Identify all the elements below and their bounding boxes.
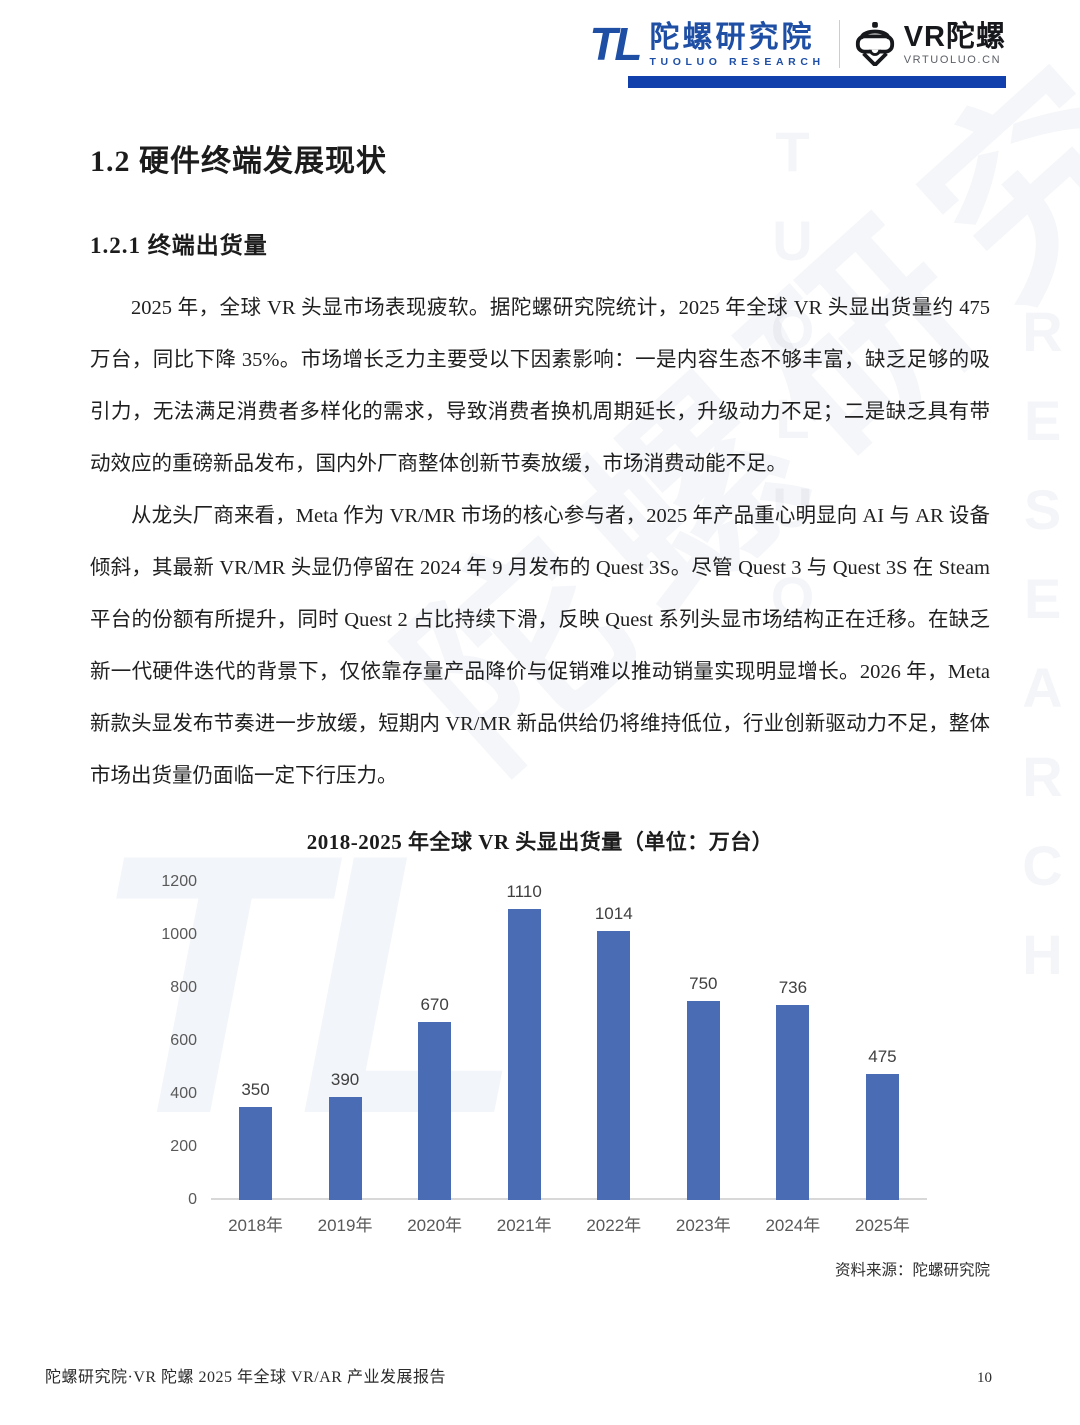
x-axis-label: 2023年 [675,1216,731,1235]
y-axis-tick-label: 1000 [161,926,197,943]
y-axis-tick-label: 0 [188,1191,197,1208]
chart-plot: 350 2018年 390 2019年 670 2020年 1110 2021年 1014 202… [211,882,927,1235]
chart-bar [418,1022,452,1200]
chart-y-axis: 0 200 400 600 800 1000 1200 [157,873,197,1208]
chart-column: 1014 2022年 [569,882,658,1235]
chart-bar [328,1096,362,1200]
bar-value-label: 475 [868,1047,897,1067]
vr-tuoluo-name: VR陀螺 [903,21,1006,54]
bar-chart: 0 200 400 600 800 1000 1200 350 2018年 390 2019年 67… [157,873,937,1235]
bar-value-label: 390 [330,1069,360,1089]
subsection-heading: 1.2.1 终端出货量 [90,233,268,258]
tuoluo-research-name: 陀螺研究院 [649,20,815,54]
y-axis-tick-label: 200 [170,1138,197,1155]
vr-tuoluo-name-block: VR陀螺 VRTUOLUO.CN [903,21,1006,66]
logo-row: TL 陀螺研究院 TUOLUO RESEARCH [0,12,1080,76]
section-heading: 1.2 硬件终端发展现状 [90,145,387,178]
footer-report-title: 陀螺研究院·VR 陀螺 2025 年全球 VR/AR 产业发展报告 [45,1369,446,1386]
page-footer: 陀螺研究院·VR 陀螺 2025 年全球 VR/AR 产业发展报告 10 [0,1363,1080,1387]
y-axis-tick-label: 600 [170,1032,197,1049]
bar-value-label: 1110 [506,882,542,901]
logo-divider [838,20,840,68]
chart-bar [507,909,541,1200]
bar-value-label: 350 [241,1080,270,1100]
bar-value-label: 670 [420,995,449,1015]
tl-logo-icon: TL [589,18,642,70]
chart-column: 350 2018年 [211,882,300,1235]
chart-bar [776,1004,810,1200]
y-axis-tick-label: 800 [170,979,197,996]
chart-bar [239,1107,272,1200]
chart-bar [597,931,631,1200]
vr-headset-gyro-icon [855,22,894,66]
chart-bar [686,1001,720,1200]
chart-column: 750 2023年 [659,882,748,1235]
chart-column: 390 2019年 [301,882,390,1235]
chart-column: 670 2020年 [390,882,479,1235]
paragraph: 从龙头厂商来看，Meta 作为 VR/MR 市场的核心参与者，2025 年产品重… [90,505,990,787]
x-axis-label: 2022年 [586,1216,642,1235]
chart-column: 1110 2021年 [480,882,569,1235]
x-axis-label: 2019年 [317,1216,373,1235]
chart-title: 2018-2025 年全球 VR 头显出货量（单位：万台） [306,830,774,854]
y-axis-tick-label: 1200 [161,873,197,890]
chart-bar [865,1074,899,1200]
bar-value-label: 750 [689,974,718,994]
y-axis-tick-label: 400 [170,1085,197,1102]
x-axis-label: 2018年 [228,1216,283,1235]
vr-tuoluo-subtitle: VRTUOLUO.CN [903,53,1002,66]
bar-value-label: 736 [778,977,808,997]
page-number: 10 [977,1370,992,1386]
document-body: 1.2 硬件终端发展现状 1.2.1 终端出货量 2025 年，全球 VR 头显… [0,136,1080,802]
x-axis-label: 2025年 [855,1216,910,1235]
chart-column: 475 2025年 [838,882,927,1235]
x-axis-label: 2024年 [765,1216,821,1235]
chart-column: 736 2024年 [748,882,837,1235]
chart-source-note: 资料来源：陀螺研究院 [834,1262,990,1279]
tuoluo-research-name-block: 陀螺研究院 TUOLUO RESEARCH [650,21,825,68]
x-axis-label: 2021年 [496,1216,552,1235]
vr-tuoluo-logo: VR陀螺 VRTUOLUO.CN [854,22,1006,66]
bar-value-label: 1014 [594,904,633,924]
tuoluo-research-logo: TL 陀螺研究院 TUOLUO RESEARCH [589,21,824,68]
x-axis-label: 2020年 [407,1216,463,1235]
page-header: TL 陀螺研究院 TUOLUO RESEARCH [0,0,1080,88]
tuoluo-research-subtitle: TUOLUO RESEARCH [649,55,825,68]
header-accent-bar [628,76,1006,88]
paragraph: 2025 年，全球 VR 头显市场表现疲软。据陀螺研究院统计，2025 年全球 … [90,297,990,475]
